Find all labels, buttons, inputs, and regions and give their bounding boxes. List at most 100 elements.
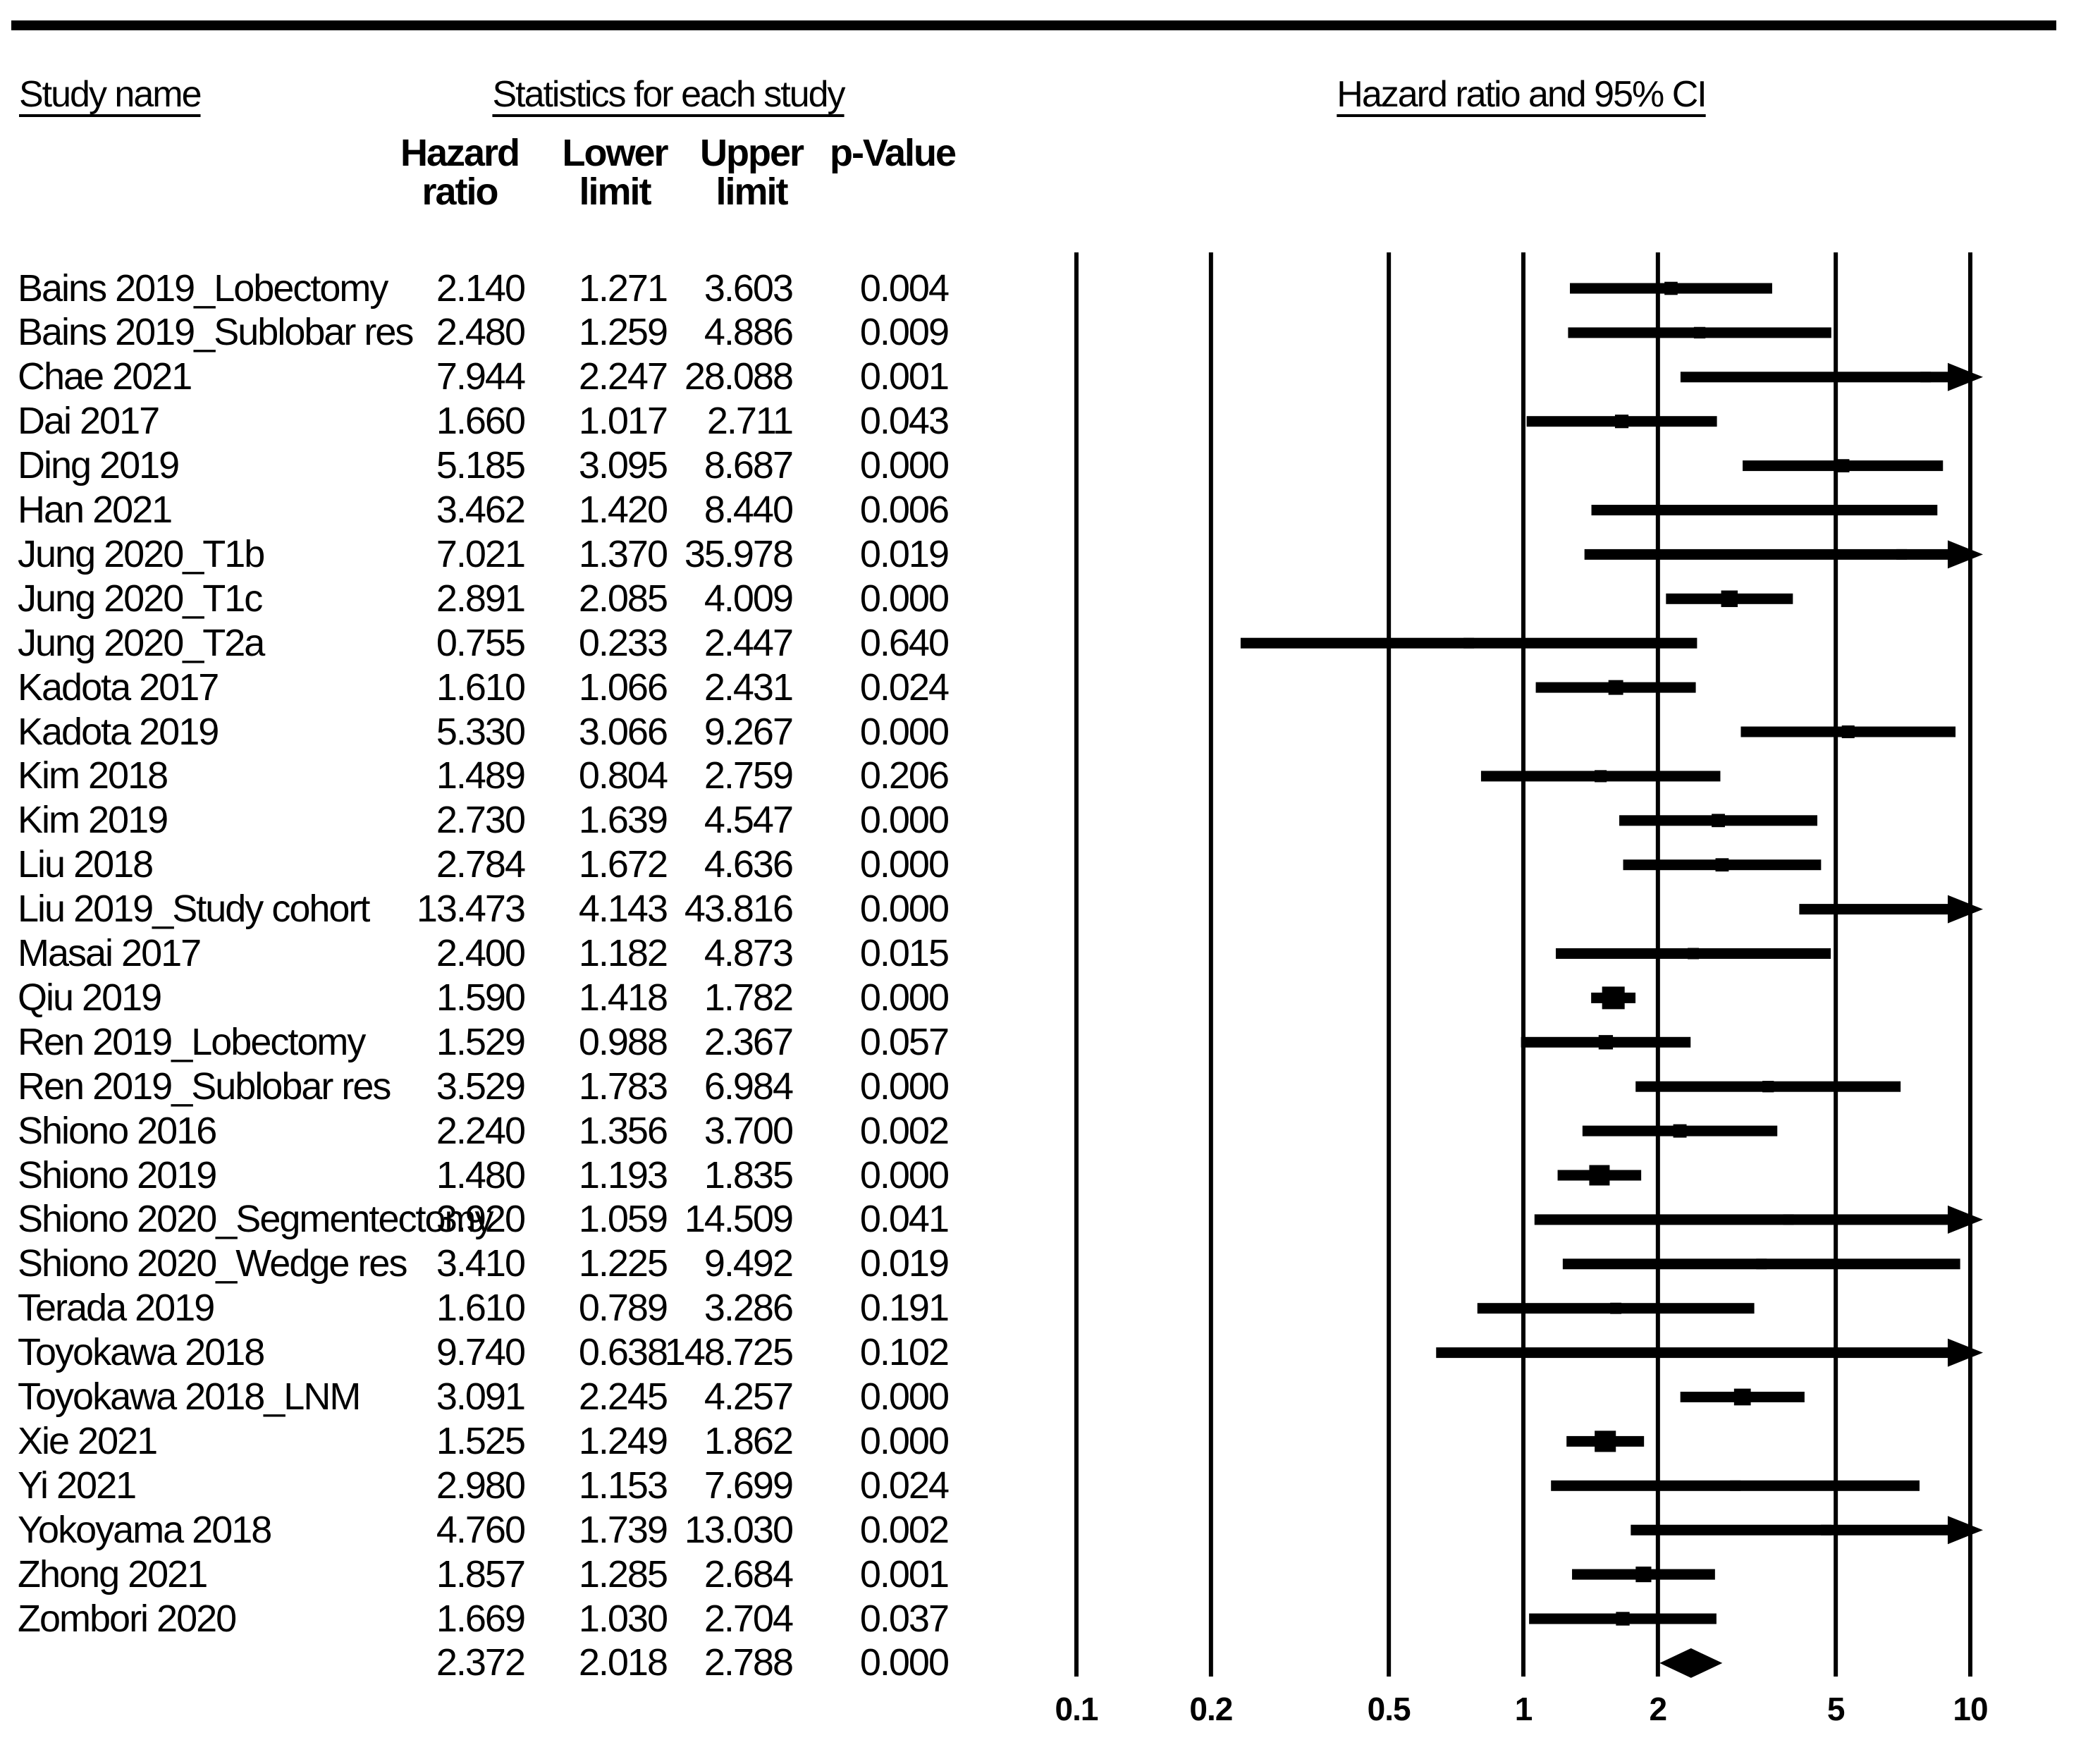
upper-limit-value: 28.088 — [684, 355, 794, 398]
table-row: Shiono 2020_Wedge res 3.410 1.225 9.492 0.01… — [0, 1242, 1029, 1286]
p-value: 0.000 — [859, 1065, 950, 1108]
hr-marker — [1920, 372, 1932, 383]
p-value: 0.000 — [859, 1376, 950, 1418]
lower-limit-value: 4.143 — [578, 888, 668, 931]
ci-bar — [1680, 372, 1948, 383]
table-row: Kadota 2019 5.330 3.066 9.267 0.000 — [0, 710, 1029, 754]
upper-limit-value: 14.509 — [684, 1198, 794, 1241]
table-row: Liu 2019_Study cohort 13.473 4.143 43.816 0.… — [0, 887, 1029, 931]
upper-limit-value: 13.030 — [684, 1508, 794, 1551]
p-value: 0.004 — [859, 266, 950, 310]
p-value: 0.000 — [859, 888, 950, 931]
hr-marker — [1614, 415, 1629, 429]
hazard-ratio-value: 2.372 — [436, 1641, 526, 1684]
column-header-upper-limit: Upper limit — [646, 134, 857, 212]
hazard-ratio-value: 7.021 — [436, 532, 526, 575]
upper-limit-value: 2.788 — [704, 1641, 794, 1684]
hazard-ratio-value: 1.669 — [436, 1597, 526, 1640]
ci-arrow-right — [1948, 362, 1983, 391]
study-name: Yi 2021 — [18, 1464, 137, 1507]
lower-limit-value: 1.356 — [578, 1109, 668, 1152]
hazard-ratio-value: 9.740 — [436, 1331, 526, 1374]
axis-tick-label: 0.1 — [1055, 1691, 1098, 1727]
hazard-ratio-value: 4.760 — [436, 1508, 526, 1551]
table-row: Toyokawa 2018_LNM 3.091 2.245 4.257 0.000 — [0, 1375, 1029, 1419]
ci-arrow-right — [1948, 540, 1983, 569]
table-row: Toyokawa 2018 9.740 0.638 148.725 0.102 — [0, 1330, 1029, 1375]
lower-limit-value: 0.638 — [578, 1331, 668, 1374]
hazard-ratio-value: 3.462 — [436, 489, 526, 531]
hr-marker — [1783, 1214, 1794, 1225]
table-row: Kadota 2017 1.610 1.066 2.431 0.024 — [0, 666, 1029, 710]
p-value: 0.001 — [859, 355, 950, 398]
p-value: 0.019 — [859, 1242, 950, 1285]
p-value: 0.191 — [859, 1287, 950, 1330]
lower-limit-value: 3.066 — [578, 710, 668, 753]
lower-limit-value: 0.233 — [578, 621, 668, 664]
study-name: Qiu 2019 — [18, 976, 162, 1019]
upper-limit-value: 4.636 — [704, 843, 794, 886]
study-name: Kadota 2017 — [18, 666, 219, 709]
p-value: 0.000 — [859, 799, 950, 842]
upper-limit-value: 9.267 — [704, 710, 794, 753]
column-header-line: Upper — [699, 132, 804, 174]
upper-limit-value: 1.782 — [704, 976, 794, 1019]
lower-limit-value: 2.245 — [578, 1376, 668, 1418]
hr-marker — [1598, 1035, 1614, 1050]
upper-limit-value: 4.009 — [704, 577, 794, 620]
p-value: 0.001 — [859, 1552, 950, 1595]
column-header-hazard-ratio: Hazard ratio — [354, 134, 565, 212]
lower-limit-value: 1.259 — [578, 311, 668, 354]
axis-tick-label: 0.2 — [1189, 1691, 1232, 1727]
p-value: 0.041 — [859, 1198, 950, 1241]
upper-limit-value: 6.984 — [704, 1065, 794, 1108]
study-name: Jung 2020_T1c — [18, 577, 263, 620]
study-name: Masai 2017 — [18, 932, 202, 974]
hr-marker — [1821, 1524, 1832, 1536]
lower-limit-value: 1.225 — [578, 1242, 668, 1285]
table-row: Shiono 2016 2.240 1.356 3.700 0.002 — [0, 1109, 1029, 1153]
lower-limit-value: 3.095 — [578, 444, 668, 487]
hazard-ratio-value: 1.610 — [436, 1287, 526, 1330]
study-name: Han 2021 — [18, 489, 173, 531]
hr-marker — [1896, 549, 1908, 560]
study-name: Toyokawa 2018_LNM — [18, 1376, 361, 1418]
table-row: Yokoyama 2018 4.760 1.739 13.030 0.002 — [0, 1508, 1029, 1552]
hazard-ratio-value: 1.857 — [436, 1552, 526, 1595]
hazard-ratio-value: 3.920 — [436, 1198, 526, 1241]
axis-tick-label: 10 — [1953, 1691, 1987, 1727]
table-row: Ren 2019_Lobectomy 1.529 0.988 2.367 0.057 — [0, 1020, 1029, 1065]
column-header-line: limit — [579, 171, 651, 213]
study-name: Terada 2019 — [18, 1287, 215, 1330]
hr-marker — [1756, 1258, 1767, 1270]
hr-marker — [1693, 326, 1706, 339]
hr-marker — [1673, 1124, 1687, 1138]
upper-limit-value: 2.711 — [706, 400, 794, 443]
hazard-ratio-value: 2.980 — [436, 1464, 526, 1507]
study-name: Jung 2020_T1b — [18, 532, 265, 575]
lower-limit-value: 1.639 — [578, 799, 668, 842]
study-name: Zombori 2020 — [18, 1597, 237, 1640]
p-value: 0.640 — [859, 621, 950, 664]
lower-limit-value: 1.370 — [578, 532, 668, 575]
table-row: Yi 2021 2.980 1.153 7.699 0.024 — [0, 1464, 1029, 1508]
hazard-ratio-value: 1.529 — [436, 1020, 526, 1063]
lower-limit-value: 1.783 — [578, 1065, 668, 1108]
hazard-ratio-value: 3.410 — [436, 1242, 526, 1285]
hazard-ratio-value: 1.525 — [436, 1419, 526, 1462]
p-value: 0.002 — [859, 1109, 950, 1152]
study-name: Liu 2018 — [18, 843, 154, 886]
hr-marker — [1595, 770, 1607, 783]
study-name: Ren 2019_Sublobar res — [18, 1065, 391, 1108]
study-name: Bains 2019_Sublobar res — [18, 311, 414, 354]
p-value: 0.102 — [859, 1331, 950, 1374]
study-name: Shiono 2020_Segmentectomy — [18, 1198, 493, 1241]
table-row: Ding 2019 5.185 3.095 8.687 0.000 — [0, 443, 1029, 488]
hr-marker — [1688, 948, 1700, 960]
study-name: Xie 2021 — [18, 1419, 158, 1462]
hr-marker — [1759, 505, 1770, 515]
hazard-ratio-value: 2.140 — [436, 266, 526, 310]
study-name-header: Study name — [19, 74, 202, 115]
statistics-header: Statistics for each study — [492, 74, 845, 115]
